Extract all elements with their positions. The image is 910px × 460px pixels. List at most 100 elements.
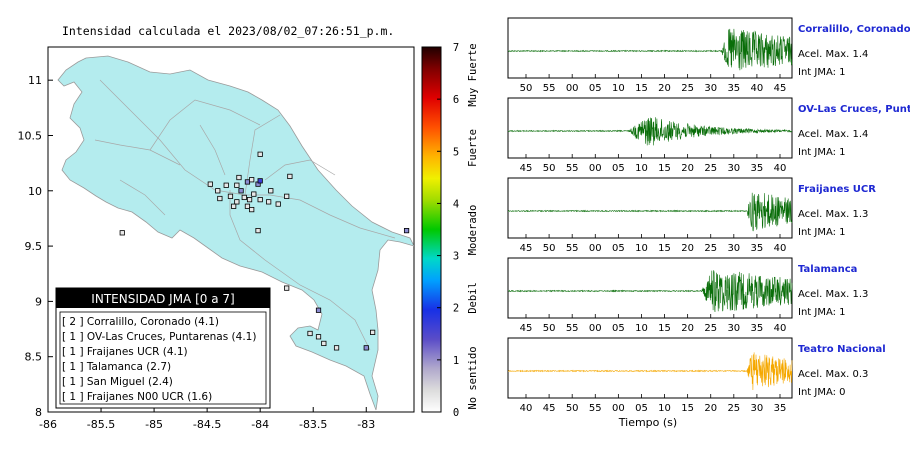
station-marker: [403, 228, 410, 234]
time-tick-label: 35: [774, 403, 787, 414]
time-tick-label: 30: [704, 83, 717, 94]
station-info: Acel. Max. 1.4: [798, 49, 868, 60]
station-marker: [227, 193, 234, 199]
waveform-line: [507, 28, 793, 71]
time-tick-label: 40: [774, 243, 787, 254]
station-marker: [238, 188, 244, 194]
time-tick-label: 55: [566, 163, 579, 174]
station-marker: [363, 345, 369, 351]
time-tick-label: 05: [635, 403, 648, 414]
time-tick-label: 20: [658, 83, 671, 94]
time-tick-label: 15: [658, 243, 671, 254]
seismogram-panel: 45 50 55 00 05 10 15 20 25 30 35 40 Talamanca Acel. M…: [507, 257, 868, 334]
lon-tick-label: -85: [145, 418, 163, 431]
time-tick-label: 45: [520, 163, 533, 174]
station-marker: [257, 151, 263, 157]
time-tick-label: 00: [589, 323, 602, 334]
time-tick-label: 50: [543, 163, 556, 174]
time-tick-label: 15: [658, 163, 671, 174]
time-tick-label: 40: [774, 163, 787, 174]
time-tick-label: 05: [612, 163, 625, 174]
station-marker: [246, 197, 253, 203]
legend-inner-frame: [59, 311, 267, 405]
time-tick-label: 15: [681, 403, 694, 414]
time-tick-label: 00: [566, 83, 579, 94]
time-tick-label: 20: [681, 243, 694, 254]
time-axis-label: Tiempo (s): [618, 416, 677, 429]
station-info: Int JMA: 0: [798, 387, 846, 398]
time-tick-label: 55: [543, 83, 556, 94]
station-info: Int JMA: 1: [798, 227, 846, 238]
station-marker: [287, 173, 293, 180]
legend-header-bar: [56, 288, 270, 308]
lat-tick-label: 10.5: [18, 129, 43, 142]
lat-tick-label: 10: [28, 185, 42, 198]
legend-item: [ 1 ] Fraijanes N00 UCR (1.6): [62, 391, 212, 403]
trace-frame: [507, 257, 793, 319]
station-marker: [266, 199, 272, 205]
colorbar-tick-label: 1: [453, 355, 459, 367]
time-tick-label: 20: [681, 163, 694, 174]
station-marker: [255, 228, 261, 234]
lon-tick-label: -83.5: [299, 418, 327, 431]
time-tick-label: 55: [566, 243, 579, 254]
station-marker: [257, 178, 263, 184]
station-marker: [284, 285, 290, 291]
time-tick-label: 40: [520, 403, 533, 414]
lon-tick-labels: -86 -85.5 -85 -84.5 -84 -83.5 -83: [39, 407, 375, 431]
time-tick-label: 25: [704, 243, 717, 254]
colorbar-tick-label: 5: [453, 146, 459, 158]
seismogram-panel: 40 45 50 55 00 05 10 15 20 25 30 35 Teatro Nacional A…: [507, 337, 886, 414]
time-tick-label: 40: [751, 83, 764, 94]
colorbar-tick-label: 0: [453, 407, 459, 419]
time-tick-label: 10: [658, 403, 671, 414]
time-tick-label: 00: [589, 163, 602, 174]
legend-item: [ 1 ] Fraijanes UCR (4.1): [62, 346, 188, 358]
legend-item: [ 2 ] Corralillo, Coronado (4.1): [62, 316, 219, 328]
station-marker: [249, 206, 255, 213]
colorbar-tick-label: 4: [453, 198, 459, 210]
station-marker: [257, 197, 263, 203]
time-tick-label: 35: [751, 323, 764, 334]
lon-tick-label: -86: [39, 418, 57, 431]
time-tick-label: 50: [543, 243, 556, 254]
station-info: Acel. Max. 0.3: [798, 369, 868, 380]
legend-item: [ 1 ] OV-Las Cruces, Puntarenas (4.1): [62, 331, 256, 343]
colorbar-tick-label: 6: [453, 94, 459, 106]
time-tick-label: 30: [727, 163, 740, 174]
time-tick-label: 15: [635, 83, 648, 94]
colorbar-label: Debil: [467, 282, 479, 314]
time-tick-label: 25: [727, 403, 740, 414]
station-name: Corralillo, Coronado: [798, 24, 910, 35]
lat-tick-label: 11: [28, 74, 42, 87]
station-name: Talamanca: [798, 264, 857, 275]
legend-header: INTENSIDAD JMA [0 a 7]: [91, 292, 234, 306]
time-tick-label: 10: [612, 83, 625, 94]
time-tick-label: 05: [589, 83, 602, 94]
station-marker: [284, 193, 290, 199]
station-marker: [236, 174, 242, 181]
station-marker: [244, 179, 251, 185]
time-tick-label: 45: [520, 243, 533, 254]
time-tick-label: 35: [751, 243, 764, 254]
time-tick-label: 25: [681, 83, 694, 94]
time-tick-label: 30: [727, 323, 740, 334]
time-tick-label: 20: [704, 403, 717, 414]
trace-frame: [507, 337, 793, 399]
costa-rica-landmass: [57, 55, 414, 411]
colorbar-tick-label: 7: [453, 42, 459, 54]
time-tick-label: 10: [635, 243, 648, 254]
time-tick-label: 55: [566, 323, 579, 334]
station-marker: [244, 203, 251, 209]
lon-tick-label: -84.5: [193, 418, 221, 431]
station-info: Acel. Max. 1.3: [798, 209, 868, 220]
station-name: OV-Las Cruces, Puntar: [798, 104, 910, 115]
station-marker: [231, 203, 237, 209]
time-tick-label: 50: [543, 323, 556, 334]
station-marker: [234, 199, 240, 205]
station-marker: [315, 334, 322, 340]
station-marker: [119, 230, 125, 236]
colorbar-tick-label: 3: [453, 251, 459, 263]
lon-tick-label: -84: [251, 418, 269, 431]
